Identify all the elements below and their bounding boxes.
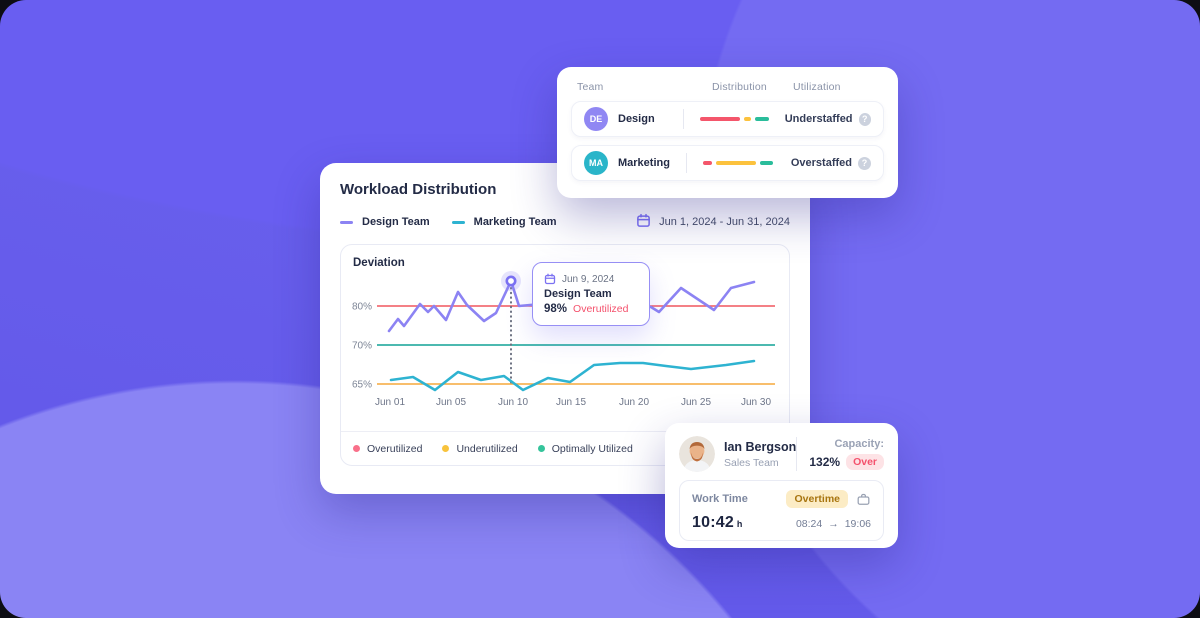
capacity-over-badge: Over	[846, 454, 884, 470]
member-name: Ian Bergson	[724, 439, 797, 454]
x-axis-tick: Jun 05	[436, 397, 466, 408]
legend-divider	[341, 431, 789, 432]
page-title: Workload Distribution	[340, 181, 497, 198]
end-time: 19:06	[844, 518, 871, 530]
member-team: Sales Team	[724, 456, 779, 469]
capacity-label: Capacity:	[834, 438, 884, 450]
team-utilization-card: Team Distribution Utilization DE Design Un…	[557, 67, 898, 198]
help-icon[interactable]: ?	[858, 112, 871, 126]
work-time-box: Work Time Overtime 10:42 h 08:24 → 19:06	[679, 480, 884, 541]
table-row[interactable]: DE Design Understaffed?	[571, 101, 884, 137]
help-icon[interactable]: ?	[858, 156, 871, 170]
legend-dot-icon	[353, 445, 360, 452]
series-line	[387, 279, 756, 333]
work-time-label: Work Time	[692, 493, 748, 505]
status-legend-item: Overutilized	[353, 443, 422, 455]
team-name: Marketing	[618, 157, 670, 169]
y-axis-tick: 65%	[352, 380, 372, 391]
divider	[796, 437, 798, 471]
status-legend-item: Underutilized	[442, 442, 518, 455]
y-axis-tick: 80%	[352, 302, 372, 313]
overtime-badge: Overtime	[786, 490, 848, 508]
legend-label: Overutilized	[367, 442, 423, 455]
legend-item[interactable]: Design Team	[340, 216, 430, 228]
table-row[interactable]: MA Marketing Overstaffed?	[571, 145, 884, 181]
x-axis-tick: Jun 10	[498, 397, 528, 408]
legend-item[interactable]: Marketing Team	[451, 216, 557, 228]
legend-dash-icon	[451, 220, 465, 224]
legend-dot-icon	[537, 445, 545, 452]
briefcase-icon[interactable]	[856, 492, 871, 507]
avatar: DE	[584, 107, 608, 131]
tooltip-status: Overutilized	[573, 303, 629, 315]
x-axis-tick: Jun 30	[741, 397, 771, 408]
x-axis-tick: Jun 15	[556, 397, 586, 408]
date-range-label: Jun 1, 2024 - Jun 31, 2024	[659, 216, 790, 228]
tooltip-date: Jun 9, 2024	[562, 273, 615, 285]
hover-marker[interactable]	[505, 275, 517, 287]
distribution-bar-segment	[715, 161, 756, 165]
column-header-utilization: Utilization	[793, 81, 841, 93]
tooltip-value: 98%	[544, 303, 568, 315]
status-legend-item: Optimally Utilized	[537, 442, 633, 455]
legend-label: Optimally Utilized	[551, 442, 633, 455]
column-header-team: Team	[577, 81, 604, 93]
capacity-value: 132%	[809, 455, 841, 469]
x-axis-tick: Jun 20	[619, 397, 649, 408]
deviation-line-chart[interactable]: 80% 70% 65%Jun 01 Jun 05 Jun 10 Jun 15 Jun 20 J…	[341, 245, 791, 415]
distribution-bar-segment	[700, 117, 741, 121]
y-axis-tick: 70%	[352, 341, 372, 352]
utilization-status: Understaffed	[784, 113, 853, 125]
distribution-bar-segment	[759, 161, 773, 165]
chart-tooltip: Jun 9, 2024 Design Team 98% Overutilized	[532, 262, 650, 326]
divider	[683, 109, 685, 129]
series-legend: Design Team Marketing Team Jun 1, 2024 - …	[340, 212, 790, 232]
distribution-bars	[700, 117, 783, 121]
legend-label: Marketing Team	[473, 216, 557, 228]
distribution-bars	[702, 161, 789, 165]
work-duration: 10:42	[692, 514, 734, 531]
work-duration-unit: h	[736, 519, 743, 529]
distribution-bar-segment	[702, 161, 712, 165]
tooltip-team: Design Team	[544, 288, 612, 300]
x-axis-tick: Jun 01	[375, 397, 405, 408]
status-legend: Overutilized Underutilized Optimally Utili…	[353, 432, 653, 465]
calendar-icon	[636, 213, 651, 231]
team-table-header: Team Distribution Utilization	[577, 81, 878, 93]
series-line	[389, 359, 756, 392]
start-time: 08:24	[795, 518, 823, 530]
legend-dash-icon	[340, 220, 353, 224]
distribution-bar-segment	[755, 117, 770, 121]
calendar-icon	[544, 273, 556, 285]
date-range-picker[interactable]: Jun 1, 2024 - Jun 31, 2024	[636, 213, 790, 231]
legend-label: Design Team	[362, 216, 430, 228]
legend-dot-icon	[442, 445, 450, 452]
work-time-range: 08:24 → 19:06	[796, 518, 871, 530]
chart-axis-title: Deviation	[353, 257, 405, 269]
team-name: Design	[618, 113, 655, 125]
column-header-distribution: Distribution	[712, 81, 767, 93]
arrow-right-icon: →	[828, 518, 839, 530]
distribution-bar-segment	[744, 117, 752, 121]
avatar	[679, 436, 715, 472]
avatar: MA	[584, 151, 608, 175]
divider	[685, 153, 687, 173]
legend-label: Underutilized	[456, 442, 518, 455]
x-axis-tick: Jun 25	[681, 397, 711, 408]
member-capacity-card: Ian Bergson Sales Team Capacity: 132% Ov…	[665, 423, 898, 548]
utilization-status: Overstaffed	[790, 157, 852, 169]
